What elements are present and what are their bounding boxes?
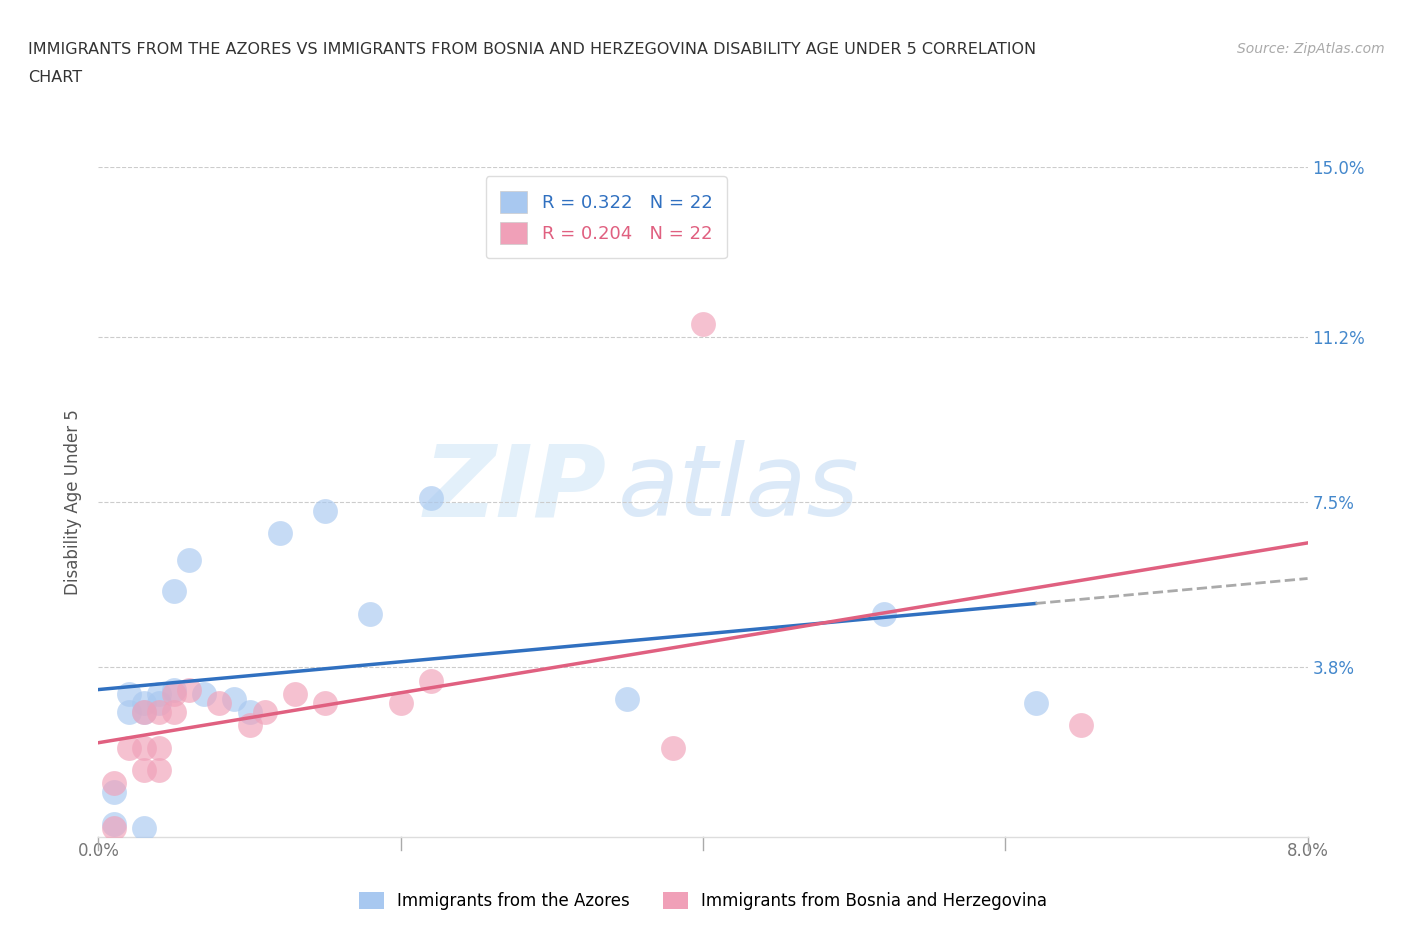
Point bbox=[132, 763, 155, 777]
Point bbox=[148, 740, 170, 755]
Legend: R = 0.322   N = 22, R = 0.204   N = 22: R = 0.322 N = 22, R = 0.204 N = 22 bbox=[485, 177, 727, 259]
Text: Source: ZipAtlas.com: Source: ZipAtlas.com bbox=[1237, 42, 1385, 56]
Point bbox=[314, 696, 336, 711]
Point bbox=[253, 705, 276, 720]
Text: CHART: CHART bbox=[28, 70, 82, 85]
Point bbox=[239, 705, 262, 720]
Point bbox=[179, 683, 201, 698]
Point bbox=[132, 705, 155, 720]
Point bbox=[103, 817, 125, 831]
Point bbox=[1025, 696, 1047, 711]
Point bbox=[208, 696, 231, 711]
Point bbox=[163, 584, 186, 599]
Y-axis label: Disability Age Under 5: Disability Age Under 5 bbox=[65, 409, 83, 595]
Point bbox=[360, 606, 382, 621]
Point bbox=[132, 740, 155, 755]
Point bbox=[148, 686, 170, 701]
Point bbox=[420, 673, 443, 688]
Point bbox=[389, 696, 412, 711]
Point bbox=[163, 683, 186, 698]
Point bbox=[420, 490, 443, 505]
Point bbox=[103, 820, 125, 835]
Point bbox=[873, 606, 896, 621]
Point bbox=[103, 776, 125, 790]
Point bbox=[103, 785, 125, 800]
Point bbox=[163, 705, 186, 720]
Point bbox=[118, 705, 141, 720]
Point bbox=[118, 686, 141, 701]
Point bbox=[239, 718, 262, 733]
Point bbox=[163, 686, 186, 701]
Point bbox=[193, 686, 215, 701]
Text: ZIP: ZIP bbox=[423, 440, 606, 538]
Text: atlas: atlas bbox=[619, 440, 860, 538]
Point bbox=[118, 740, 141, 755]
Point bbox=[148, 705, 170, 720]
Point bbox=[284, 686, 307, 701]
Point bbox=[1070, 718, 1092, 733]
Point bbox=[148, 696, 170, 711]
Point bbox=[269, 526, 291, 541]
Point bbox=[132, 705, 155, 720]
Point bbox=[616, 691, 638, 706]
Point bbox=[179, 552, 201, 567]
Point bbox=[132, 696, 155, 711]
Point bbox=[314, 504, 336, 519]
Point bbox=[662, 740, 685, 755]
Text: IMMIGRANTS FROM THE AZORES VS IMMIGRANTS FROM BOSNIA AND HERZEGOVINA DISABILITY : IMMIGRANTS FROM THE AZORES VS IMMIGRANTS… bbox=[28, 42, 1036, 57]
Point bbox=[692, 316, 714, 331]
Legend: Immigrants from the Azores, Immigrants from Bosnia and Herzegovina: Immigrants from the Azores, Immigrants f… bbox=[352, 885, 1054, 917]
Point bbox=[224, 691, 246, 706]
Point bbox=[148, 763, 170, 777]
Point bbox=[132, 820, 155, 835]
